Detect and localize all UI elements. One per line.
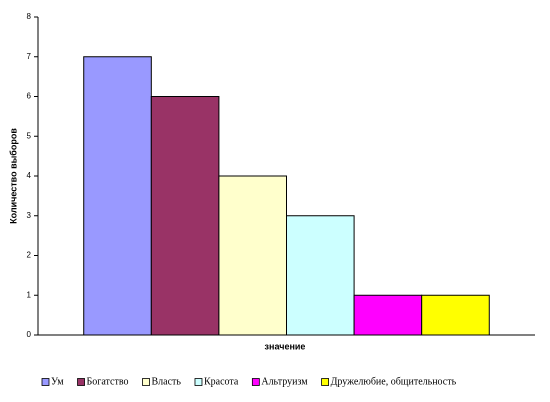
legend-swatch (142, 378, 150, 386)
bar (353, 294, 423, 336)
y-tick-label: 5 (27, 131, 32, 140)
y-tick-label: 6 (27, 92, 32, 101)
legend-label: Власть (152, 376, 182, 387)
y-axis-label: Количество выборов (8, 128, 18, 224)
y-tick-label: 1 (27, 290, 32, 299)
bar (218, 175, 288, 336)
y-tick-label: 0 (27, 330, 32, 339)
legend-label: Дружелюбие, общительность (331, 376, 457, 387)
y-tick-label: 4 (27, 171, 32, 180)
legend-label: Богатство (87, 376, 129, 387)
y-tick-label: 3 (27, 211, 32, 220)
bar (150, 96, 220, 336)
y-tick-label: 2 (27, 251, 32, 260)
legend-swatch (77, 378, 85, 386)
bar (421, 294, 490, 336)
legend-label: Ум (51, 376, 64, 387)
y-tick-label: 7 (27, 52, 32, 61)
legend-label: Альтруизм (261, 376, 308, 387)
y-tick-label: 8 (27, 12, 32, 21)
x-axis-label: значение (265, 341, 306, 351)
legend-swatch (321, 378, 329, 386)
legend-swatch (194, 378, 203, 386)
legend-swatch (251, 378, 260, 386)
legend-label: Красота (204, 376, 239, 387)
bar (83, 56, 152, 336)
legend-swatch (41, 378, 50, 386)
bar (286, 215, 355, 336)
